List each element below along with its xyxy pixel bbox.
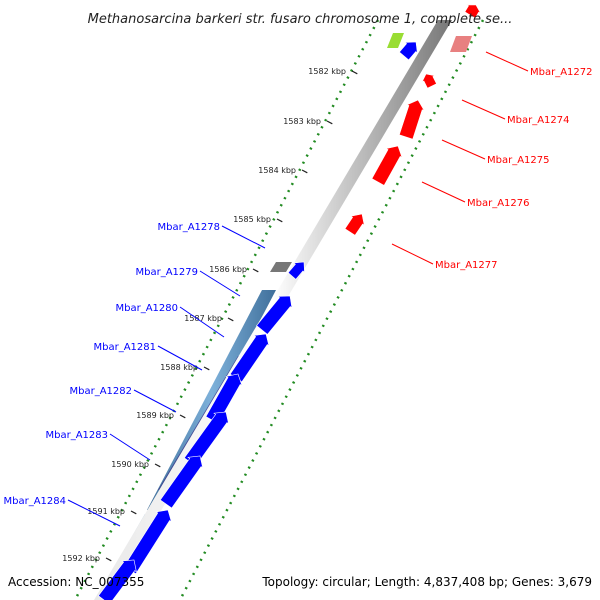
tick-label: 1588 kbp	[160, 363, 198, 372]
reverse-gene-label[interactable]: Mbar_A1282	[69, 386, 132, 397]
label-layer: Mbar_A1272 Mbar_A1274 Mbar_A1275 Mbar_A1276…	[3, 51, 593, 527]
forward-gene-label[interactable]: Mbar_A1274	[507, 115, 570, 126]
tick-label: 1591 kbp	[87, 507, 125, 516]
accession-label: Accession: NC_007355	[8, 575, 144, 589]
tick-mark	[130, 510, 137, 515]
tick-mark	[179, 414, 186, 419]
reverse-gene-arrow[interactable]	[287, 261, 305, 280]
tick-label: 1590 kbp	[111, 460, 149, 469]
forward-gene-leader	[391, 243, 434, 265]
tick-label: 1582 kbp	[308, 67, 346, 76]
tick-label: 1583 kbp	[283, 117, 321, 126]
gray-feature[interactable]	[270, 262, 292, 272]
partial-gene-feature[interactable]	[450, 36, 472, 52]
reverse-gene-label[interactable]: Mbar_A1283	[45, 430, 108, 441]
forward-gene-arrow[interactable]	[421, 73, 437, 89]
forward-gene-arrow[interactable]	[464, 4, 482, 19]
tick-label: 1584 kbp	[258, 166, 296, 175]
reverse-gene-label[interactable]: Mbar_A1280	[115, 303, 178, 314]
map-title: Methanosarcina barkeri str. fusaro chrom…	[88, 12, 513, 27]
reverse-gene-arrow[interactable]	[205, 373, 243, 424]
forward-gene-leader	[421, 181, 466, 203]
tick-label: 1586 kbp	[209, 265, 247, 274]
tick-mark	[301, 169, 308, 174]
reverse-gene-arrow[interactable]	[398, 41, 418, 61]
reverse-gene-leader	[133, 389, 177, 413]
tick-mark	[203, 366, 210, 371]
reverse-gene-leader	[179, 306, 225, 338]
forward-gene-label[interactable]: Mbar_A1277	[435, 260, 498, 271]
tick-mark	[326, 120, 333, 125]
tick-mark	[252, 268, 259, 273]
tick-layer: 1582 kbp 1583 kbp 1584 kbp 1585 kbp 1586 kbp…	[62, 67, 358, 563]
reverse-gene-arrow[interactable]	[159, 455, 204, 509]
gene-layer	[97, 4, 482, 600]
reverse-gene-label[interactable]: Mbar_A1279	[135, 267, 198, 278]
forward-gene-arrow[interactable]	[344, 213, 365, 236]
forward-gene-leader	[441, 139, 486, 160]
reverse-gene-leader	[157, 345, 203, 371]
forward-gene-arrow[interactable]	[398, 99, 425, 140]
gc-track-outer	[178, 19, 485, 600]
reverse-gene-leader	[221, 225, 266, 249]
misc-feature[interactable]	[387, 33, 404, 48]
gc-content-track	[73, 19, 485, 600]
tick-mark	[351, 70, 358, 75]
reverse-gene-arrow[interactable]	[97, 559, 137, 600]
forward-gene-label[interactable]: Mbar_A1275	[487, 155, 550, 166]
tick-mark	[105, 557, 112, 562]
tick-mark	[154, 463, 161, 468]
reverse-gene-label[interactable]: Mbar_A1284	[3, 496, 66, 507]
forward-gene-leader	[485, 51, 529, 72]
tick-mark	[227, 317, 234, 322]
reverse-gene-label[interactable]: Mbar_A1278	[157, 222, 220, 233]
reverse-gene-arrow[interactable]	[123, 509, 172, 575]
tick-label: 1585 kbp	[233, 215, 271, 224]
reverse-gene-arrow[interactable]	[183, 411, 230, 467]
reverse-gene-arrow[interactable]	[229, 333, 270, 383]
reverse-gene-arrow[interactable]	[256, 295, 293, 335]
summary-label: Topology: circular; Length: 4,837,408 bp…	[261, 575, 592, 589]
forward-gene-label[interactable]: Mbar_A1272	[530, 67, 593, 78]
reverse-gene-leader	[109, 433, 151, 461]
forward-gene-arrow[interactable]	[371, 145, 403, 186]
tick-mark	[276, 218, 283, 223]
reverse-gene-label[interactable]: Mbar_A1281	[93, 342, 156, 353]
tick-label: 1592 kbp	[62, 554, 100, 563]
reverse-gene-leader	[67, 499, 121, 527]
forward-gene-leader	[461, 99, 506, 120]
tick-label: 1589 kbp	[136, 411, 174, 420]
gc-track-inner	[73, 19, 380, 600]
tick-label: 1587 kbp	[184, 314, 222, 323]
reverse-gene-leader	[199, 270, 241, 297]
forward-gene-label[interactable]: Mbar_A1276	[467, 198, 530, 209]
